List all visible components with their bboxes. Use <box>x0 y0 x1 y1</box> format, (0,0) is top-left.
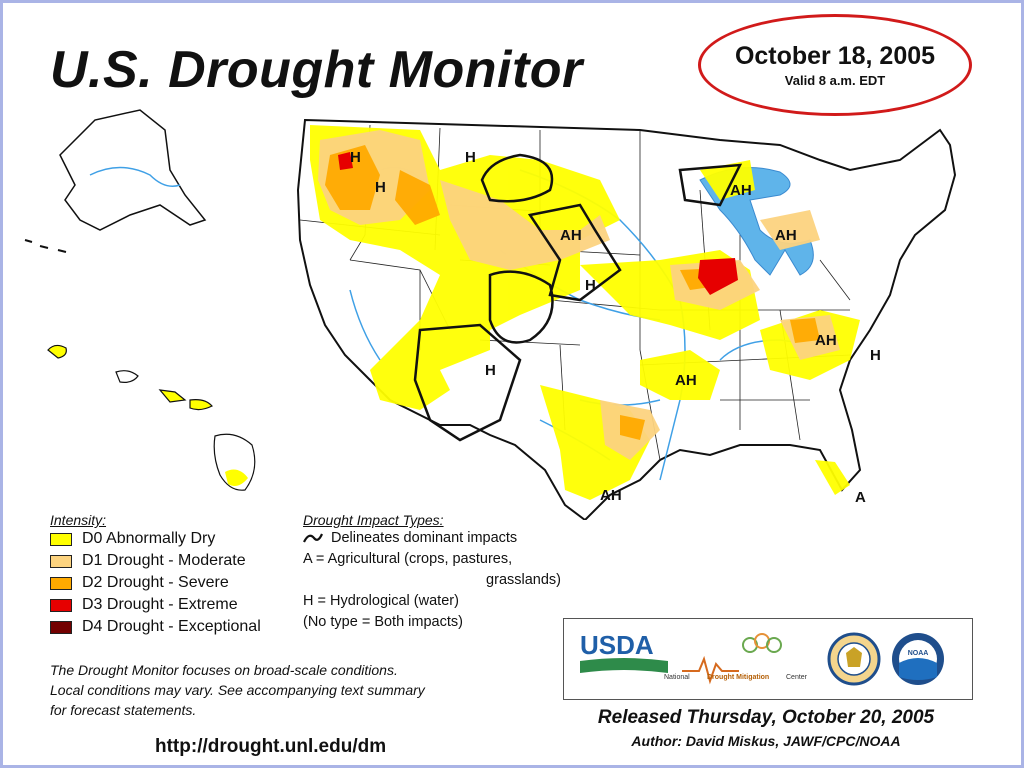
legend-swatch <box>50 576 72 590</box>
legend-intensity-item: D0 Abnormally Dry <box>50 528 261 550</box>
noaa-logo-text: NOAA <box>908 650 929 657</box>
legend-intensity-label: D1 Drought - Moderate <box>82 552 246 569</box>
note-line-3: for forecast statements. <box>50 702 197 718</box>
legend-intensity-item: D1 Drought - Moderate <box>50 550 261 572</box>
hawaii-islands <box>47 344 256 491</box>
footer-note: The Drought Monitor focuses on broad-sca… <box>50 660 570 720</box>
ndmc-logo: National Drought Mitigation Center <box>664 633 808 685</box>
note-line-1: The Drought Monitor focuses on broad-sca… <box>50 662 398 678</box>
alaska-outline <box>59 109 207 231</box>
legend-intensity-heading: Intensity: <box>50 512 107 528</box>
ndmc-prefix: National <box>664 674 690 681</box>
map-impact-label: H <box>350 149 361 166</box>
legend-intensity-label: D0 Abnormally Dry <box>82 530 216 547</box>
legend-impact: Drought Impact Types: Delineates dominan… <box>303 512 573 633</box>
website-url[interactable]: http://drought.unl.edu/dm <box>155 736 387 757</box>
legend-delineates: Delineates dominant impacts <box>303 528 573 549</box>
legend-swatch <box>50 620 72 634</box>
legend-intensity: Intensity: D0 Abnormally Dry D1 Drought -… <box>50 512 261 638</box>
legend-swatch <box>50 554 72 568</box>
map-impact-label: H <box>870 347 881 364</box>
author-credit: Author: David Miskus, JAWF/CPC/NOAA <box>631 733 901 749</box>
release-date: Released Thursday, October 20, 2005 <box>597 707 935 728</box>
legend-agricultural-cont: grasslands) <box>486 572 561 588</box>
legend-intensity-item: D3 Drought - Extreme <box>50 594 261 616</box>
alaska-river <box>89 166 181 187</box>
legend-intensity-label: D4 Drought - Exceptional <box>82 618 261 635</box>
map-impact-label: AH <box>815 332 837 349</box>
note-line-2: Local conditions may vary. See accompany… <box>50 682 425 698</box>
legend-intensity-label: D3 Drought - Extreme <box>82 596 238 613</box>
commerce-seal-icon <box>827 632 881 686</box>
legend-intensity-item: D4 Drought - Exceptional <box>50 616 261 638</box>
drought-d2 <box>325 145 820 440</box>
alaska-aleutians <box>24 239 67 253</box>
legend-no-type: (No type = Both impacts) <box>303 614 463 630</box>
legend-swatch <box>50 598 72 612</box>
ndmc-name: Drought Mitigation <box>707 674 769 681</box>
map-impact-label: H <box>375 179 386 196</box>
valid-time: Valid 8 a.m. EDT <box>784 73 886 88</box>
usda-logo: USDA <box>580 630 668 673</box>
map-impact-label: A <box>855 489 866 506</box>
map-impact-label: AH <box>600 487 622 504</box>
usda-logo-text: USDA <box>580 630 654 660</box>
map-date: October 18, 2005 <box>734 42 936 70</box>
map-impact-label: AH <box>560 227 582 244</box>
map-impact-label: H <box>485 362 496 379</box>
legend-delineates-text: Delineates dominant impacts <box>331 530 518 546</box>
legend-intensity-label: D2 Drought - Severe <box>82 574 229 591</box>
legend-swatch <box>50 532 72 546</box>
page-title: U.S. Drought Monitor <box>50 41 583 99</box>
legend-hydrological: H = Hydrological (water) <box>303 593 459 609</box>
sponsor-logos: USDA National Drought Mitigation Center … <box>563 618 973 700</box>
map-impact-label: AH <box>675 372 697 389</box>
legend-intensity-item: D2 Drought - Severe <box>50 572 261 594</box>
legend-impact-heading: Drought Impact Types: <box>303 512 444 528</box>
map-impact-label: AH <box>775 227 797 244</box>
noaa-logo: NOAA <box>892 633 944 685</box>
map-impact-label: H <box>585 277 596 294</box>
ndmc-suffix: Center <box>786 674 808 681</box>
date-oval <box>698 14 972 116</box>
map-impact-label: H <box>465 149 476 166</box>
legend-agricultural: A = Agricultural (crops, pastures, <box>303 551 513 567</box>
drought-d3 <box>338 152 738 295</box>
map-impact-label: AH <box>730 182 752 199</box>
impact-lines <box>413 153 743 442</box>
squiggle-icon <box>303 533 324 543</box>
